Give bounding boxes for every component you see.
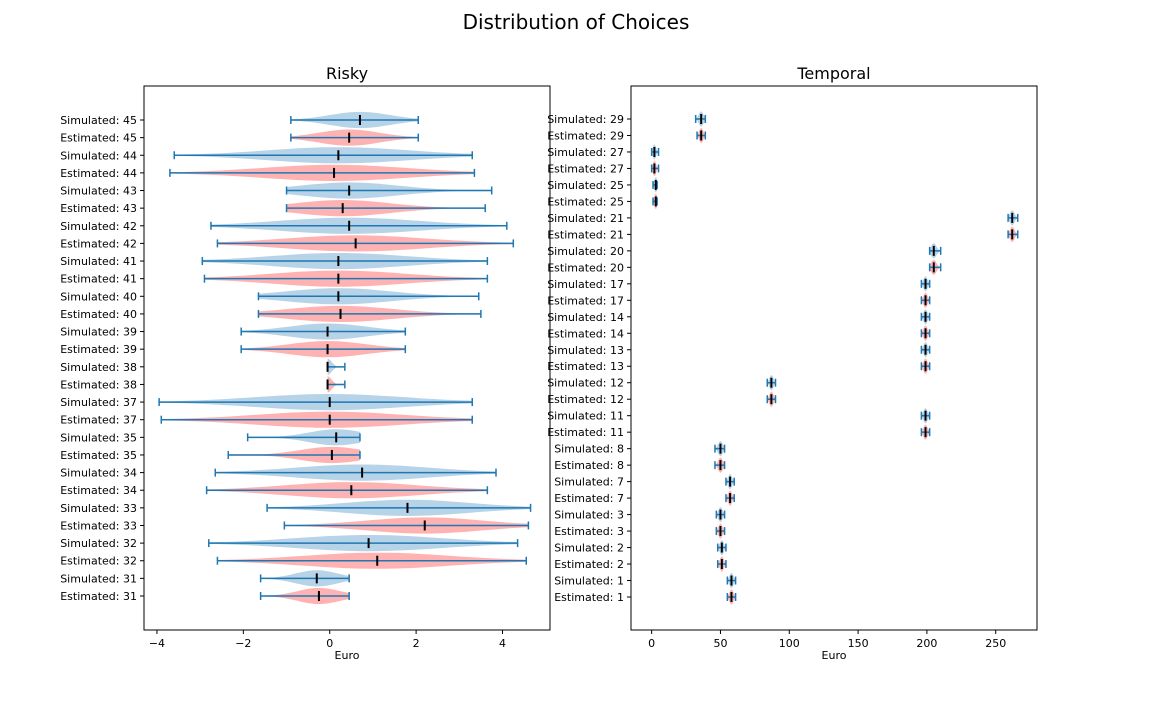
y-tick-label: Estimated: 14 <box>547 327 624 340</box>
y-tick-label: Simulated: 33 <box>60 502 137 515</box>
y-tick-label: Simulated: 12 <box>547 377 624 390</box>
y-tick-label: Simulated: 31 <box>60 572 137 585</box>
y-tick-label: Simulated: 7 <box>554 476 624 489</box>
x-tick-label: 200 <box>916 637 937 650</box>
plot-frame <box>630 85 1038 631</box>
panel-title: Risky <box>326 64 368 83</box>
y-tick-label: Simulated: 34 <box>60 467 137 480</box>
y-tick-label: Simulated: 11 <box>547 410 624 423</box>
y-tick-label: Estimated: 13 <box>547 360 624 373</box>
y-tick-label: Estimated: 34 <box>60 484 137 497</box>
x-tick-label: 100 <box>779 637 800 650</box>
x-tick-label: 50 <box>713 637 727 650</box>
y-tick-label: Simulated: 38 <box>60 361 137 374</box>
y-tick-label: Estimated: 25 <box>547 195 624 208</box>
y-tick-label: Estimated: 38 <box>60 378 137 391</box>
y-tick-label: Simulated: 29 <box>547 113 624 126</box>
y-tick-label: Estimated: 40 <box>60 308 137 321</box>
plot-frame <box>143 85 551 631</box>
x-tick-label: 4 <box>499 637 506 650</box>
y-tick-label: Estimated: 45 <box>60 132 137 145</box>
y-tick-label: Estimated: 37 <box>60 414 137 427</box>
y-tick-label: Estimated: 29 <box>547 129 624 142</box>
y-tick-label: Simulated: 37 <box>60 396 137 409</box>
y-tick-label: Simulated: 40 <box>60 290 137 303</box>
y-tick-label: Simulated: 2 <box>554 542 624 555</box>
y-tick-label: Estimated: 7 <box>554 492 624 505</box>
x-axis-label: Euro <box>335 649 360 662</box>
panel-title: Temporal <box>796 64 870 83</box>
y-tick-label: Simulated: 42 <box>60 220 137 233</box>
y-tick-label: Estimated: 39 <box>60 343 137 356</box>
y-tick-label: Estimated: 31 <box>60 590 137 603</box>
y-tick-label: Simulated: 25 <box>547 179 624 192</box>
y-tick-label: Estimated: 17 <box>547 294 624 307</box>
x-axis-label: Euro <box>822 649 847 662</box>
y-tick-label: Simulated: 27 <box>547 146 624 159</box>
y-tick-label: Simulated: 41 <box>60 255 137 268</box>
y-tick-label: Simulated: 21 <box>547 212 624 225</box>
x-tick-label: 2 <box>413 637 420 650</box>
y-tick-label: Estimated: 11 <box>547 426 624 439</box>
y-tick-label: Estimated: 20 <box>547 261 624 274</box>
y-tick-label: Estimated: 21 <box>547 228 624 241</box>
x-tick-label: −4 <box>149 637 165 650</box>
figure-title: Distribution of Choices <box>463 10 690 34</box>
y-tick-label: Estimated: 35 <box>60 449 137 462</box>
y-tick-label: Simulated: 43 <box>60 185 137 198</box>
y-tick-label: Estimated: 44 <box>60 167 137 180</box>
x-tick-label: 0 <box>326 637 333 650</box>
y-tick-label: Estimated: 1 <box>554 591 624 604</box>
y-tick-label: Simulated: 13 <box>547 344 624 357</box>
temporal-panel: Temporal Euro 0 50 100 150 200 250 Simulated: 29… <box>547 64 1038 662</box>
y-tick-label: Simulated: 1 <box>554 575 624 588</box>
y-tick-label: Simulated: 14 <box>547 311 624 324</box>
y-tick-label: Estimated: 27 <box>547 162 624 175</box>
y-tick-label: Estimated: 41 <box>60 273 137 286</box>
y-tick-label: Simulated: 20 <box>547 245 624 258</box>
y-tick-label: Estimated: 2 <box>554 558 624 571</box>
x-tick-label: 150 <box>848 637 869 650</box>
y-tick-label: Simulated: 3 <box>554 509 624 522</box>
y-tick-label: Estimated: 3 <box>554 525 624 538</box>
y-tick-label: Estimated: 12 <box>547 393 624 406</box>
y-tick-label: Estimated: 8 <box>554 459 624 472</box>
y-tick-label: Simulated: 45 <box>60 114 137 127</box>
y-tick-label: Estimated: 32 <box>60 555 137 568</box>
risky-panel: Risky Euro −4 −2 0 2 4 Simulated: 45 Estimated: … <box>60 64 551 662</box>
x-tick-label: 250 <box>985 637 1006 650</box>
x-tick-label: 0 <box>648 637 655 650</box>
y-tick-label: Simulated: 32 <box>60 537 137 550</box>
y-tick-label: Simulated: 35 <box>60 431 137 444</box>
y-tick-label: Estimated: 42 <box>60 237 137 250</box>
x-tick-label: −2 <box>235 637 251 650</box>
y-tick-label: Estimated: 33 <box>60 519 137 532</box>
y-tick-label: Simulated: 44 <box>60 149 137 162</box>
y-tick-label: Simulated: 8 <box>554 443 624 456</box>
y-tick-label: Estimated: 43 <box>60 202 137 215</box>
y-tick-label: Simulated: 17 <box>547 278 624 291</box>
y-tick-label: Simulated: 39 <box>60 326 137 339</box>
